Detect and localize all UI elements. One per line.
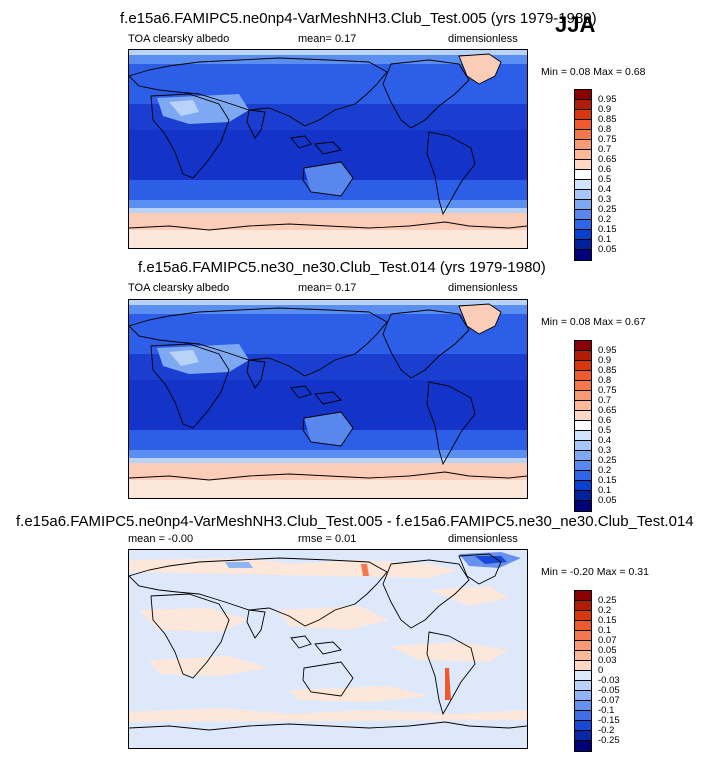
- colorbar-tick-label: 0.4: [598, 435, 612, 446]
- colorbar-tick-label: -0.25: [598, 735, 620, 746]
- colorbar-tick-label: 0.07: [598, 635, 617, 646]
- colorbar-tick-label: -0.1: [598, 705, 615, 716]
- colorbar-tick-label: 0.65: [598, 154, 617, 165]
- panel1-albedo-field: [129, 50, 527, 248]
- colorbar-tick-label: 0.25: [598, 204, 617, 215]
- colorbar-tick-label: -0.03: [598, 675, 620, 686]
- colorbar-tick-label: 0.4: [598, 184, 612, 195]
- panel3-title: f.e15a6.FAMIPC5.ne0np4-VarMeshNH3.Club_T…: [16, 513, 694, 530]
- colorbar-tick-label: 0.2: [598, 465, 612, 476]
- colorbar-tick-label: 0.95: [598, 94, 617, 105]
- panel2-albedo-field: [129, 300, 527, 498]
- panel1-units: dimensionless: [448, 33, 518, 45]
- colorbar-tick-label: 0.03: [598, 655, 617, 666]
- colorbar-tick-label: 0.05: [598, 244, 617, 255]
- colorbar-tick-label: 0.65: [598, 405, 617, 416]
- colorbar-tick-label: -0.15: [598, 715, 620, 726]
- colorbar-tick-label: 0.9: [598, 104, 612, 115]
- panel2-minmax: Min = 0.08 Max = 0.67: [541, 316, 646, 328]
- colorbar-tick-label: 0.8: [598, 124, 612, 135]
- colorbar-tick-label: 0.2: [598, 214, 612, 225]
- colorbar-tick-label: 0.1: [598, 485, 612, 496]
- panel3-colorbar: [574, 590, 592, 752]
- colorbar-tick-label: 0.85: [598, 365, 617, 376]
- colorbar-tick-label: 0.7: [598, 144, 612, 155]
- colorbar-tick-label: 0.15: [598, 224, 617, 235]
- colorbar-tick-label: 0.9: [598, 355, 612, 366]
- colorbar-tick-label: 0.6: [598, 164, 612, 175]
- panel1-map: [128, 49, 528, 249]
- panel2-title: f.e15a6.FAMIPC5.ne30_ne30.Club_Test.014 …: [138, 259, 546, 276]
- colorbar-tick-label: 0.5: [598, 174, 612, 185]
- panel3-units: dimensionless: [448, 533, 518, 545]
- colorbar-tick-label: -0.05: [598, 685, 620, 696]
- season-label: JJA: [555, 12, 596, 37]
- colorbar-tick-label: 0.2: [598, 605, 612, 616]
- panel3-minmax: Min = -0.20 Max = 0.31: [541, 566, 649, 578]
- panel2-variable: TOA clearsky albedo: [128, 282, 230, 294]
- panel1-mean: mean= 0.17: [298, 33, 357, 45]
- colorbar-tick-label: 0.3: [598, 445, 612, 456]
- panel3-difference-field: [129, 550, 527, 748]
- panel2-units: dimensionless: [448, 282, 518, 294]
- colorbar-tick-label: 0.05: [598, 645, 617, 656]
- colorbar-tick-label: 0.75: [598, 134, 617, 145]
- colorbar-tick-label: 0.1: [598, 234, 612, 245]
- panel1-minmax: Min = 0.08 Max = 0.68: [541, 66, 646, 78]
- colorbar-tick-label: 0.25: [598, 455, 617, 466]
- panel1-title: f.e15a6.FAMIPC5.ne0np4-VarMeshNH3.Club_T…: [120, 10, 597, 27]
- colorbar-tick-label: 0: [598, 665, 604, 676]
- colorbar-tick-label: 0.05: [598, 495, 617, 506]
- colorbar-tick-label: -0.07: [598, 695, 620, 706]
- panel3-mean: mean = -0.00: [128, 533, 194, 545]
- colorbar-tick-label: 0.3: [598, 194, 612, 205]
- colorbar-tick-label: 0.25: [598, 595, 617, 606]
- colorbar-tick-label: 0.85: [598, 114, 617, 125]
- colorbar-tick-label: 0.5: [598, 425, 612, 436]
- colorbar-tick-label: 0.6: [598, 415, 612, 426]
- colorbar-tick-label: 0.1: [598, 625, 612, 636]
- colorbar-tick-label: 0.95: [598, 345, 617, 356]
- colorbar-tick-label: 0.15: [598, 475, 617, 486]
- panel3-rmse: rmse = 0.01: [298, 533, 357, 545]
- colorbar-tick-label: 0.15: [598, 615, 617, 626]
- colorbar-tick-label: 0.75: [598, 385, 617, 396]
- panel1-colorbar: [574, 89, 592, 261]
- colorbar-tick-label: 0.7: [598, 395, 612, 406]
- panel2-map: [128, 299, 528, 499]
- colorbar-tick-label: 0.8: [598, 375, 612, 386]
- panel2-mean: mean= 0.17: [298, 282, 357, 294]
- panel3-map: [128, 549, 528, 749]
- panel2-colorbar: [574, 340, 592, 512]
- colorbar-tick-label: -0.2: [598, 725, 615, 736]
- panel1-variable: TOA clearsky albedo: [128, 33, 230, 45]
